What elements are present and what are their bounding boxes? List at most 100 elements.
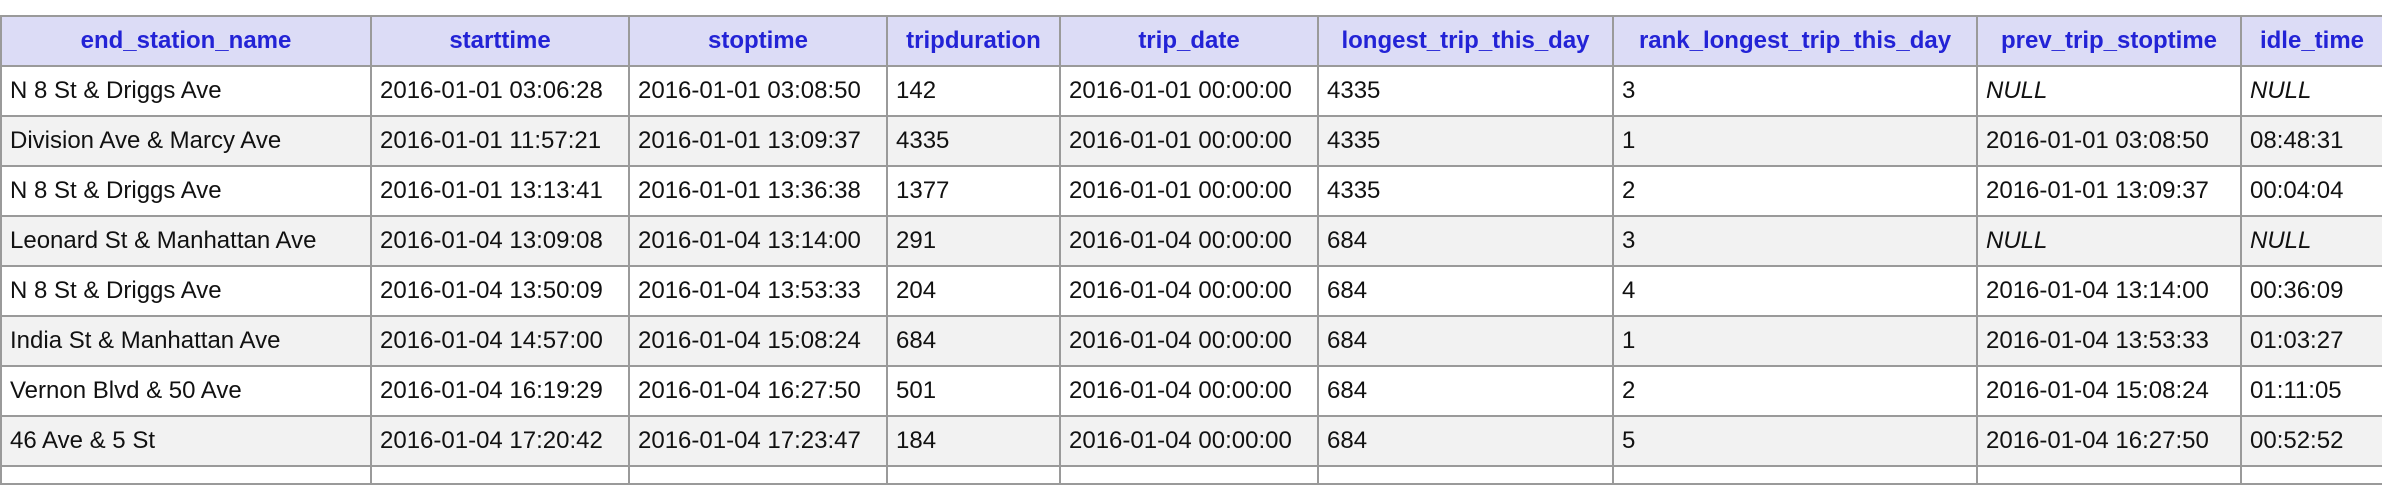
table-cell[interactable]: 2016-01-01 00:00:00 (1059, 115, 1319, 167)
table-cell (2240, 465, 2382, 485)
results-table-container: end_station_name starttime stoptime trip… (0, 15, 2382, 485)
table-cell (1976, 465, 2242, 485)
column-header-tripduration[interactable]: tripduration (886, 15, 1061, 67)
table-cell[interactable]: 4335 (1317, 115, 1614, 167)
column-header-stoptime[interactable]: stoptime (628, 15, 888, 67)
table-cell[interactable]: NULL (1976, 65, 2242, 117)
column-header-prev-trip-stoptime[interactable]: prev_trip_stoptime (1976, 15, 2242, 67)
table-cell (886, 465, 1061, 485)
table-cell[interactable]: 2016-01-04 13:14:00 (628, 215, 888, 267)
table-cell[interactable]: Division Ave & Marcy Ave (0, 115, 372, 167)
table-cell[interactable]: 2016-01-04 15:08:24 (628, 315, 888, 367)
table-cell[interactable]: 2016-01-04 00:00:00 (1059, 365, 1319, 417)
table-cell[interactable]: NULL (1976, 215, 2242, 267)
table-body: N 8 St & Driggs Ave 2016-01-01 03:06:28 20… (0, 65, 2382, 485)
table-cell[interactable]: 684 (1317, 265, 1614, 317)
table-cell[interactable]: 01:03:27 (2240, 315, 2382, 367)
table-cell[interactable]: 4 (1612, 265, 1978, 317)
table-cell[interactable]: 684 (1317, 365, 1614, 417)
table-cell[interactable]: 2016-01-01 03:06:28 (370, 65, 630, 117)
table-cell[interactable]: 2016-01-04 13:53:33 (1976, 315, 2242, 367)
table-cell[interactable]: 2016-01-04 16:27:50 (628, 365, 888, 417)
table-cell (1612, 465, 1978, 485)
table-cell[interactable]: 00:04:04 (2240, 165, 2382, 217)
table-cell[interactable]: 2016-01-04 14:57:00 (370, 315, 630, 367)
table-row[interactable]: 46 Ave & 5 St 2016-01-04 17:20:42 2016-01-… (0, 415, 2382, 467)
table-cell[interactable]: 2016-01-01 03:08:50 (1976, 115, 2242, 167)
column-header-trip-date[interactable]: trip_date (1059, 15, 1319, 67)
table-cell[interactable]: 2016-01-04 13:14:00 (1976, 265, 2242, 317)
table-cell[interactable]: 2016-01-01 13:36:38 (628, 165, 888, 217)
table-cell (0, 465, 372, 485)
table-cell[interactable]: 2016-01-01 13:09:37 (628, 115, 888, 167)
table-row[interactable]: India St & Manhattan Ave 2016-01-04 14:57… (0, 315, 2382, 367)
table-cell[interactable]: 2016-01-04 13:50:09 (370, 265, 630, 317)
table-cell (1059, 465, 1319, 485)
table-cell[interactable]: 2016-01-04 00:00:00 (1059, 265, 1319, 317)
column-header-end-station-name[interactable]: end_station_name (0, 15, 372, 67)
table-cell (1317, 465, 1614, 485)
table-cell[interactable]: NULL (2240, 65, 2382, 117)
table-cell[interactable]: 2016-01-01 03:08:50 (628, 65, 888, 117)
table-cell[interactable]: 2016-01-01 00:00:00 (1059, 65, 1319, 117)
results-table: end_station_name starttime stoptime trip… (0, 15, 2382, 485)
table-cell[interactable]: 2016-01-04 00:00:00 (1059, 215, 1319, 267)
table-cell[interactable]: N 8 St & Driggs Ave (0, 65, 372, 117)
table-cell[interactable]: 2016-01-01 11:57:21 (370, 115, 630, 167)
table-cell[interactable]: 2 (1612, 365, 1978, 417)
table-cell[interactable]: 142 (886, 65, 1061, 117)
table-cell[interactable]: 2016-01-04 16:27:50 (1976, 415, 2242, 467)
table-cell[interactable]: Vernon Blvd & 50 Ave (0, 365, 372, 417)
table-cell[interactable]: 2016-01-04 13:53:33 (628, 265, 888, 317)
table-cell[interactable]: 2016-01-01 13:09:37 (1976, 165, 2242, 217)
table-cell[interactable]: 204 (886, 265, 1061, 317)
table-row[interactable]: N 8 St & Driggs Ave 2016-01-01 03:06:28 20… (0, 65, 2382, 117)
table-cell[interactable]: 3 (1612, 215, 1978, 267)
table-cell[interactable]: 08:48:31 (2240, 115, 2382, 167)
table-cell[interactable]: 2016-01-04 17:20:42 (370, 415, 630, 467)
table-cell[interactable]: 2016-01-04 15:08:24 (1976, 365, 2242, 417)
table-cell[interactable]: NULL (2240, 215, 2382, 267)
table-cell[interactable]: 2 (1612, 165, 1978, 217)
table-cell[interactable]: 2016-01-04 00:00:00 (1059, 315, 1319, 367)
table-cell[interactable]: 684 (1317, 315, 1614, 367)
table-cell[interactable]: 2016-01-04 17:23:47 (628, 415, 888, 467)
table-cell[interactable]: 684 (1317, 215, 1614, 267)
table-cell[interactable]: 4335 (1317, 65, 1614, 117)
table-cell[interactable]: Leonard St & Manhattan Ave (0, 215, 372, 267)
table-cell[interactable]: 2016-01-01 00:00:00 (1059, 165, 1319, 217)
table-cell[interactable]: 5 (1612, 415, 1978, 467)
table-cell[interactable]: 2016-01-04 13:09:08 (370, 215, 630, 267)
table-cell[interactable]: 1 (1612, 315, 1978, 367)
table-cell[interactable]: 1377 (886, 165, 1061, 217)
table-cell[interactable]: 4335 (886, 115, 1061, 167)
table-cell[interactable]: 684 (886, 315, 1061, 367)
table-row[interactable]: Leonard St & Manhattan Ave 2016-01-04 13:… (0, 215, 2382, 267)
table-cell[interactable]: 184 (886, 415, 1061, 467)
header-row: end_station_name starttime stoptime trip… (0, 15, 2382, 67)
table-row[interactable]: Division Ave & Marcy Ave 2016-01-01 11:57… (0, 115, 2382, 167)
table-cell[interactable]: 1 (1612, 115, 1978, 167)
table-row[interactable]: Vernon Blvd & 50 Ave 2016-01-04 16:19:29 2… (0, 365, 2382, 417)
table-cell[interactable]: 3 (1612, 65, 1978, 117)
table-cell[interactable]: 2016-01-04 16:19:29 (370, 365, 630, 417)
table-cell[interactable]: 46 Ave & 5 St (0, 415, 372, 467)
table-cell[interactable]: N 8 St & Driggs Ave (0, 165, 372, 217)
column-header-starttime[interactable]: starttime (370, 15, 630, 67)
column-header-longest-trip-this-day[interactable]: longest_trip_this_day (1317, 15, 1614, 67)
table-cell[interactable]: 00:36:09 (2240, 265, 2382, 317)
table-cell[interactable]: 4335 (1317, 165, 1614, 217)
column-header-idle-time[interactable]: idle_time (2240, 15, 2382, 67)
table-cell[interactable]: 2016-01-01 13:13:41 (370, 165, 630, 217)
table-cell[interactable]: 2016-01-04 00:00:00 (1059, 415, 1319, 467)
table-cell[interactable]: 00:52:52 (2240, 415, 2382, 467)
table-cell[interactable]: 501 (886, 365, 1061, 417)
column-header-rank-longest-trip-this-day[interactable]: rank_longest_trip_this_day (1612, 15, 1978, 67)
table-row[interactable]: N 8 St & Driggs Ave 2016-01-04 13:50:09 20… (0, 265, 2382, 317)
table-cell[interactable]: N 8 St & Driggs Ave (0, 265, 372, 317)
table-row[interactable]: N 8 St & Driggs Ave 2016-01-01 13:13:41 20… (0, 165, 2382, 217)
table-cell[interactable]: India St & Manhattan Ave (0, 315, 372, 367)
table-cell[interactable]: 291 (886, 215, 1061, 267)
table-cell[interactable]: 684 (1317, 415, 1614, 467)
table-cell[interactable]: 01:11:05 (2240, 365, 2382, 417)
